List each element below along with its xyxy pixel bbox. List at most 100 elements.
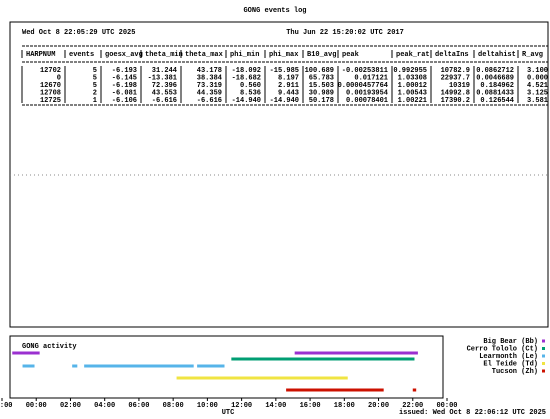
table-cell: -6.198 [112,82,137,90]
x-tick-label: 08:00 [163,402,184,410]
column-header: phi_max [269,51,299,59]
legend-label: Tucson (Zh) [492,368,538,376]
table-cell: -6.081 [112,89,137,97]
table-cell: -14.940 [270,97,299,105]
table-cell: 43.178 [197,67,222,75]
x-tick-label: 06:00 [128,402,149,410]
table-cell: 0.560 [240,82,261,90]
x-tick-label: 18:00 [334,402,355,410]
x-tick-label: 22:00 [0,402,13,410]
column-header: peak_rat [396,51,430,59]
table-cell: 0.00078401 [346,97,388,105]
table-cell: 3.125 [527,89,548,97]
column-header: R_avg [522,51,543,59]
table-cell: 3.581 [527,97,548,105]
activity-chart: 22:00 00:00 02:00 04:00 06:00 08:00 10:00 12:00… [0,338,545,410]
activity-bar [231,357,415,361]
column-header: phi_min [230,51,259,59]
activity-bar [286,388,384,392]
table-cell: 12670 [40,82,61,90]
x-tick-label: 00:00 [436,402,457,410]
table-cell: -6.106 [112,97,137,105]
table-cell: 0.0000457764 [338,82,388,90]
table-cell: 10782.9 [441,67,470,75]
table-cell: -6.145 [112,74,137,82]
x-tick-label: 22:00 [402,402,423,410]
table-cell: -6.193 [112,67,137,75]
table-cell: 12708 [40,89,61,97]
activity-bar [72,364,78,368]
table-cell: 0.000 [527,74,548,82]
table-cell: 12725 [40,97,61,105]
table-cell: 2.911 [278,82,299,90]
legend-swatch [542,339,545,343]
table-cell: -6.616 [197,97,222,105]
table-cell: 100.689 [305,67,334,75]
x-tick-label: 12:00 [231,402,252,410]
x-tick-label: 14:00 [265,402,286,410]
column-header: peak [342,51,359,59]
activity-bar [412,388,417,392]
events-table: HARPNUM events goesx_avg theta_min theta_max… [21,45,548,106]
table-cell: 5 [93,67,97,75]
legend-swatch [542,347,545,350]
table-cell: 73.319 [197,82,222,90]
legend-label: Learmonth (Le) [479,353,538,361]
table-cell: 8.536 [240,89,261,97]
legend-label: Big Bear (Bb) [483,338,538,346]
column-header: theta_max [185,51,224,59]
table-cell: 0.126544 [480,97,514,105]
table-cell: -0.00253811 [342,67,388,75]
table-cell: 15.503 [309,82,334,90]
table-cell: 44.359 [197,89,222,97]
table-cell: 1.00221 [398,97,427,105]
table-cell: -13.381 [148,74,177,82]
legend-swatch [542,369,545,373]
activity-bar [197,364,225,368]
activity-bar [84,364,194,368]
x-tick-label: 02:00 [60,402,81,410]
table-cell: 9.443 [278,89,299,97]
table-cell: 0.0881433 [476,89,514,97]
table-cell: 1.03308 [398,74,427,82]
table-cell: 8.197 [278,74,299,82]
table-cell: 22937.7 [441,74,470,82]
issued: issued: Wed Oct 8 22:06:12 UTC 2025 [399,409,546,417]
table-cell: 31.244 [152,67,177,75]
table-cell: 0.0046689 [476,74,514,82]
table-cell: -14.940 [232,97,261,105]
table-cell: 3.100 [527,67,548,75]
x-tick-label: 20:00 [368,402,389,410]
table-cell: 0.992955 [393,67,427,75]
table-cell: 0 [57,74,61,82]
table-cell: 0.0862712 [476,67,514,75]
x-tick-label: 16:00 [300,402,321,410]
page-title: GONG events log [243,7,306,15]
table-cell: 0.184962 [480,82,514,90]
table-cell: -15.985 [270,67,299,75]
x-tick-label: 04:00 [94,402,115,410]
table-cell: 0.00193954 [346,89,388,97]
column-header: deltaIns [435,51,469,59]
table-cell: 12702 [40,67,61,75]
column-header: HARPNUM [26,51,55,59]
table-cell: 10319 [449,82,470,90]
column-header: events [69,51,94,59]
table-cell: 5 [93,82,97,90]
table-cell: 2 [93,89,97,97]
column-header: theta_min [145,51,183,59]
x-tick-label: 10:00 [197,402,218,410]
table-cell: 0.017121 [354,74,388,82]
table-cell: 38.384 [197,74,222,82]
activity-title: GONG activity [22,343,77,351]
table-cell: 50.178 [309,97,334,105]
table-cell: 65.783 [309,74,334,82]
table-cell: 1 [93,97,97,105]
table-cell: -18.682 [232,74,261,82]
activity-bar [22,364,35,368]
table-cell: -6.616 [152,97,177,105]
legend-label: El Teide (Td) [483,360,538,368]
table-cell: 72.396 [152,82,177,90]
